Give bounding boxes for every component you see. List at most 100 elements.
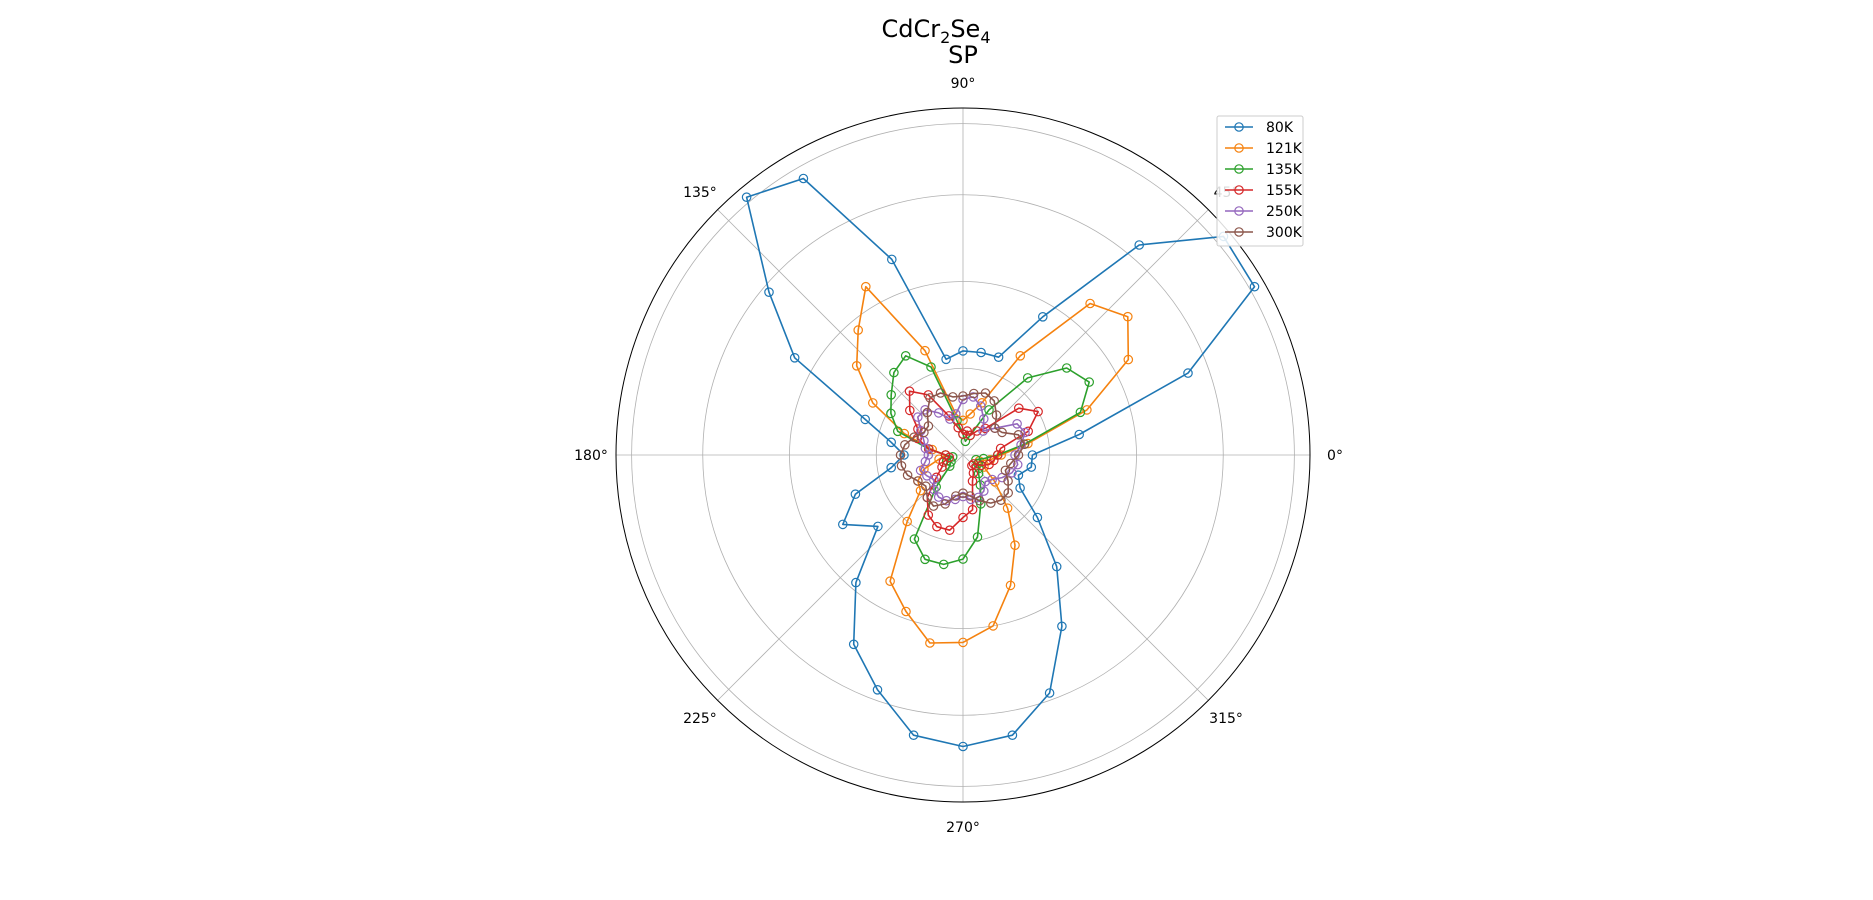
data-point (908, 730, 919, 740)
data-point (968, 392, 978, 402)
data-point (899, 428, 910, 439)
legend-marker (1234, 122, 1244, 132)
data-point (1044, 688, 1055, 698)
data-point (902, 470, 913, 480)
data-point (867, 398, 878, 408)
legend-item: 121K (1225, 141, 1303, 157)
data-point (980, 476, 991, 487)
series-250K (912, 392, 1030, 506)
data-point (945, 414, 955, 424)
data-point (860, 281, 871, 292)
legend-marker (1234, 206, 1244, 216)
data-point (1015, 350, 1026, 361)
legend-marker (1234, 185, 1244, 195)
data-point (991, 410, 1002, 420)
data-point (885, 576, 895, 586)
data-point (926, 362, 936, 372)
data-point (995, 443, 1006, 454)
data-point (968, 459, 979, 469)
legend-label: 300K (1266, 225, 1303, 241)
data-point (1019, 439, 1030, 449)
data-point (993, 352, 1004, 362)
data-point (1005, 580, 1016, 591)
data-point (1005, 458, 1016, 469)
data-point (1022, 373, 1033, 383)
legend-label: 135K (1266, 162, 1303, 178)
data-point (1051, 561, 1062, 572)
data-point (1012, 418, 1022, 429)
data-point (1012, 459, 1023, 470)
data-point (967, 504, 978, 515)
data-point (1183, 368, 1193, 378)
data-point (938, 559, 949, 570)
data-point (851, 360, 862, 371)
data-point (937, 462, 947, 472)
data-point (1000, 465, 1011, 476)
series-line (745, 177, 1256, 748)
data-point (904, 405, 915, 416)
data-point (1013, 403, 1024, 413)
data-point (1061, 363, 1072, 373)
data-point (923, 421, 934, 431)
plot-series (741, 173, 1260, 752)
data-point (837, 519, 848, 530)
data-point (922, 407, 933, 418)
legend-item: 155K (1225, 183, 1303, 199)
data-point (958, 637, 968, 648)
data-point (895, 450, 906, 460)
data-point (920, 345, 930, 356)
data-point (958, 741, 968, 752)
data-point (988, 621, 998, 631)
data-point (1084, 377, 1094, 387)
data-point (873, 521, 883, 532)
data-point (886, 437, 896, 448)
legend-label: 80K (1266, 120, 1294, 136)
data-point (958, 346, 968, 356)
data-point (980, 388, 991, 398)
legend-label: 250K (1266, 204, 1303, 220)
data-point (920, 456, 931, 467)
data-point (980, 423, 991, 434)
data-point (850, 489, 861, 499)
data-point (925, 393, 935, 403)
data-point (923, 450, 934, 460)
data-point (919, 427, 929, 438)
data-point (941, 354, 951, 365)
data-point (978, 453, 989, 464)
data-point (920, 443, 931, 454)
data-point (920, 481, 931, 491)
series-155K (904, 386, 1043, 535)
legend-item: 80K (1225, 120, 1294, 136)
legend-marker (1234, 143, 1244, 153)
series-80K (741, 173, 1260, 752)
angle-tick-label: 225° (683, 711, 717, 727)
data-point (953, 422, 963, 433)
data-point (984, 405, 994, 415)
data-point (922, 492, 933, 503)
polar-grid (615, 107, 1311, 803)
data-point (990, 476, 1000, 487)
data-point (933, 492, 944, 502)
data-point (958, 554, 968, 564)
angular-gridline (962, 454, 1209, 701)
data-point (848, 639, 859, 650)
data-point (965, 491, 975, 501)
data-point (974, 495, 985, 506)
data-point (886, 389, 896, 400)
angle-tick-label: 135° (683, 185, 717, 201)
data-point (904, 386, 915, 396)
data-point (933, 408, 944, 418)
data-point (886, 462, 896, 473)
data-point (1007, 467, 1017, 478)
data-point (902, 516, 912, 527)
data-point (1085, 298, 1095, 309)
data-point (909, 432, 919, 442)
data-point (965, 409, 975, 419)
data-point (990, 423, 1000, 433)
angle-tick-label: 315° (1209, 711, 1243, 727)
data-point (944, 452, 955, 463)
data-point (972, 426, 982, 436)
data-point (915, 465, 926, 476)
polar-spine (615, 107, 1311, 803)
data-point (1074, 429, 1084, 440)
